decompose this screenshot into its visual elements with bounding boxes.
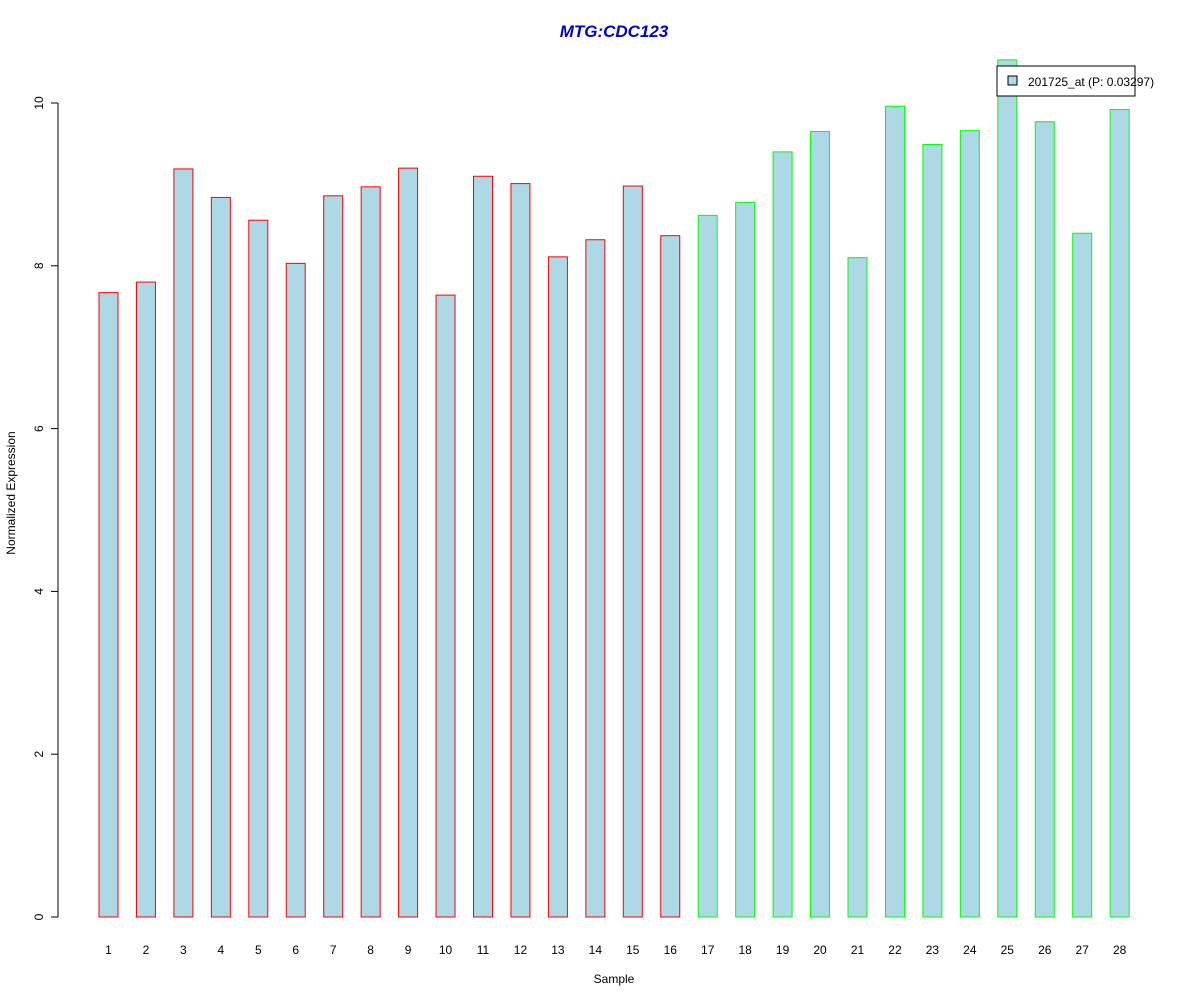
bar-sample-5 xyxy=(248,219,269,918)
x-tick-label: 4 xyxy=(218,943,225,957)
x-tick-label: 18 xyxy=(738,943,752,957)
bar-sample-20 xyxy=(810,130,831,918)
x-tick-label: 21 xyxy=(851,943,865,957)
bar-sample-16 xyxy=(660,235,681,918)
x-tick-labels: 1 2 3 4 5 6 7 8 9 10 11 12 13 14 15 16 17 18 19 20 21 22 23 24 2… xyxy=(105,943,1126,957)
y-tick-label: 2 xyxy=(32,751,46,758)
bars-group xyxy=(98,59,1130,918)
bar-sample-9 xyxy=(398,167,419,918)
legend-label: 201725_at (P: 0.03297) xyxy=(1028,75,1154,89)
x-tick-label: 20 xyxy=(813,943,827,957)
bar-sample-1 xyxy=(98,292,119,918)
bar-sample-11 xyxy=(473,175,493,918)
bar-sample-3 xyxy=(173,168,194,918)
x-axis-title: Sample xyxy=(594,972,635,986)
y-tick-label: 6 xyxy=(32,425,46,432)
y-tick-label: 4 xyxy=(32,588,46,595)
bar-sample-14 xyxy=(585,239,606,918)
x-tick-label: 13 xyxy=(551,943,565,957)
y-tick-label: 8 xyxy=(32,262,46,269)
x-tick-label: 10 xyxy=(439,943,453,957)
bar-sample-8 xyxy=(360,186,381,918)
bar-sample-15 xyxy=(622,185,643,918)
x-tick-label: 14 xyxy=(589,943,603,957)
bar-sample-23 xyxy=(922,144,943,918)
y-tick-label: 10 xyxy=(32,96,46,110)
x-tick-label: 6 xyxy=(292,943,299,957)
x-tick-label: 1 xyxy=(105,943,112,957)
x-tick-label: 8 xyxy=(367,943,374,957)
legend: 201725_at (P: 0.03297) xyxy=(996,65,1154,97)
x-tick-label: 27 xyxy=(1076,943,1090,957)
bar-sample-25 xyxy=(997,59,1018,918)
bar-sample-21 xyxy=(847,257,868,918)
bar-sample-26 xyxy=(1034,121,1055,918)
x-tick-label: 11 xyxy=(477,943,490,957)
x-tick-label: 25 xyxy=(1001,943,1015,957)
bar-sample-2 xyxy=(135,281,156,918)
bar-sample-6 xyxy=(285,262,306,918)
bar-sample-22 xyxy=(884,105,905,918)
bar-sample-19 xyxy=(772,151,793,918)
bar-sample-28 xyxy=(1109,109,1130,918)
bar-sample-4 xyxy=(210,196,231,918)
legend-swatch xyxy=(1007,75,1018,86)
x-tick-label: 5 xyxy=(255,943,262,957)
x-tick-label: 15 xyxy=(626,943,640,957)
bar-sample-18 xyxy=(735,201,756,918)
bar-sample-12 xyxy=(510,183,531,918)
bar-sample-13 xyxy=(547,256,568,918)
x-tick-label: 28 xyxy=(1113,943,1127,957)
bar-sample-17 xyxy=(697,214,718,918)
bar-sample-27 xyxy=(1072,232,1093,918)
y-axis-title: Normalized Expression xyxy=(4,431,18,554)
bar-sample-7 xyxy=(323,195,344,918)
legend-box xyxy=(996,65,1136,97)
x-tick-label: 12 xyxy=(514,943,528,957)
x-tick-label: 16 xyxy=(664,943,678,957)
bar-sample-10 xyxy=(435,294,456,918)
chart-title: MTG:CDC123 xyxy=(560,22,669,41)
x-tick-label: 26 xyxy=(1038,943,1052,957)
x-tick-label: 19 xyxy=(776,943,790,957)
x-tick-label: 24 xyxy=(963,943,977,957)
y-tick-label: 0 xyxy=(32,913,46,920)
x-tick-label: 22 xyxy=(888,943,902,957)
x-tick-label: 3 xyxy=(180,943,187,957)
bar-sample-24 xyxy=(959,130,980,918)
x-tick-label: 9 xyxy=(405,943,412,957)
x-tick-label: 2 xyxy=(143,943,150,957)
x-tick-label: 17 xyxy=(701,943,715,957)
y-axis: 0 2 4 6 8 10 xyxy=(32,96,59,920)
x-tick-label: 23 xyxy=(926,943,940,957)
x-tick-label: 7 xyxy=(330,943,337,957)
